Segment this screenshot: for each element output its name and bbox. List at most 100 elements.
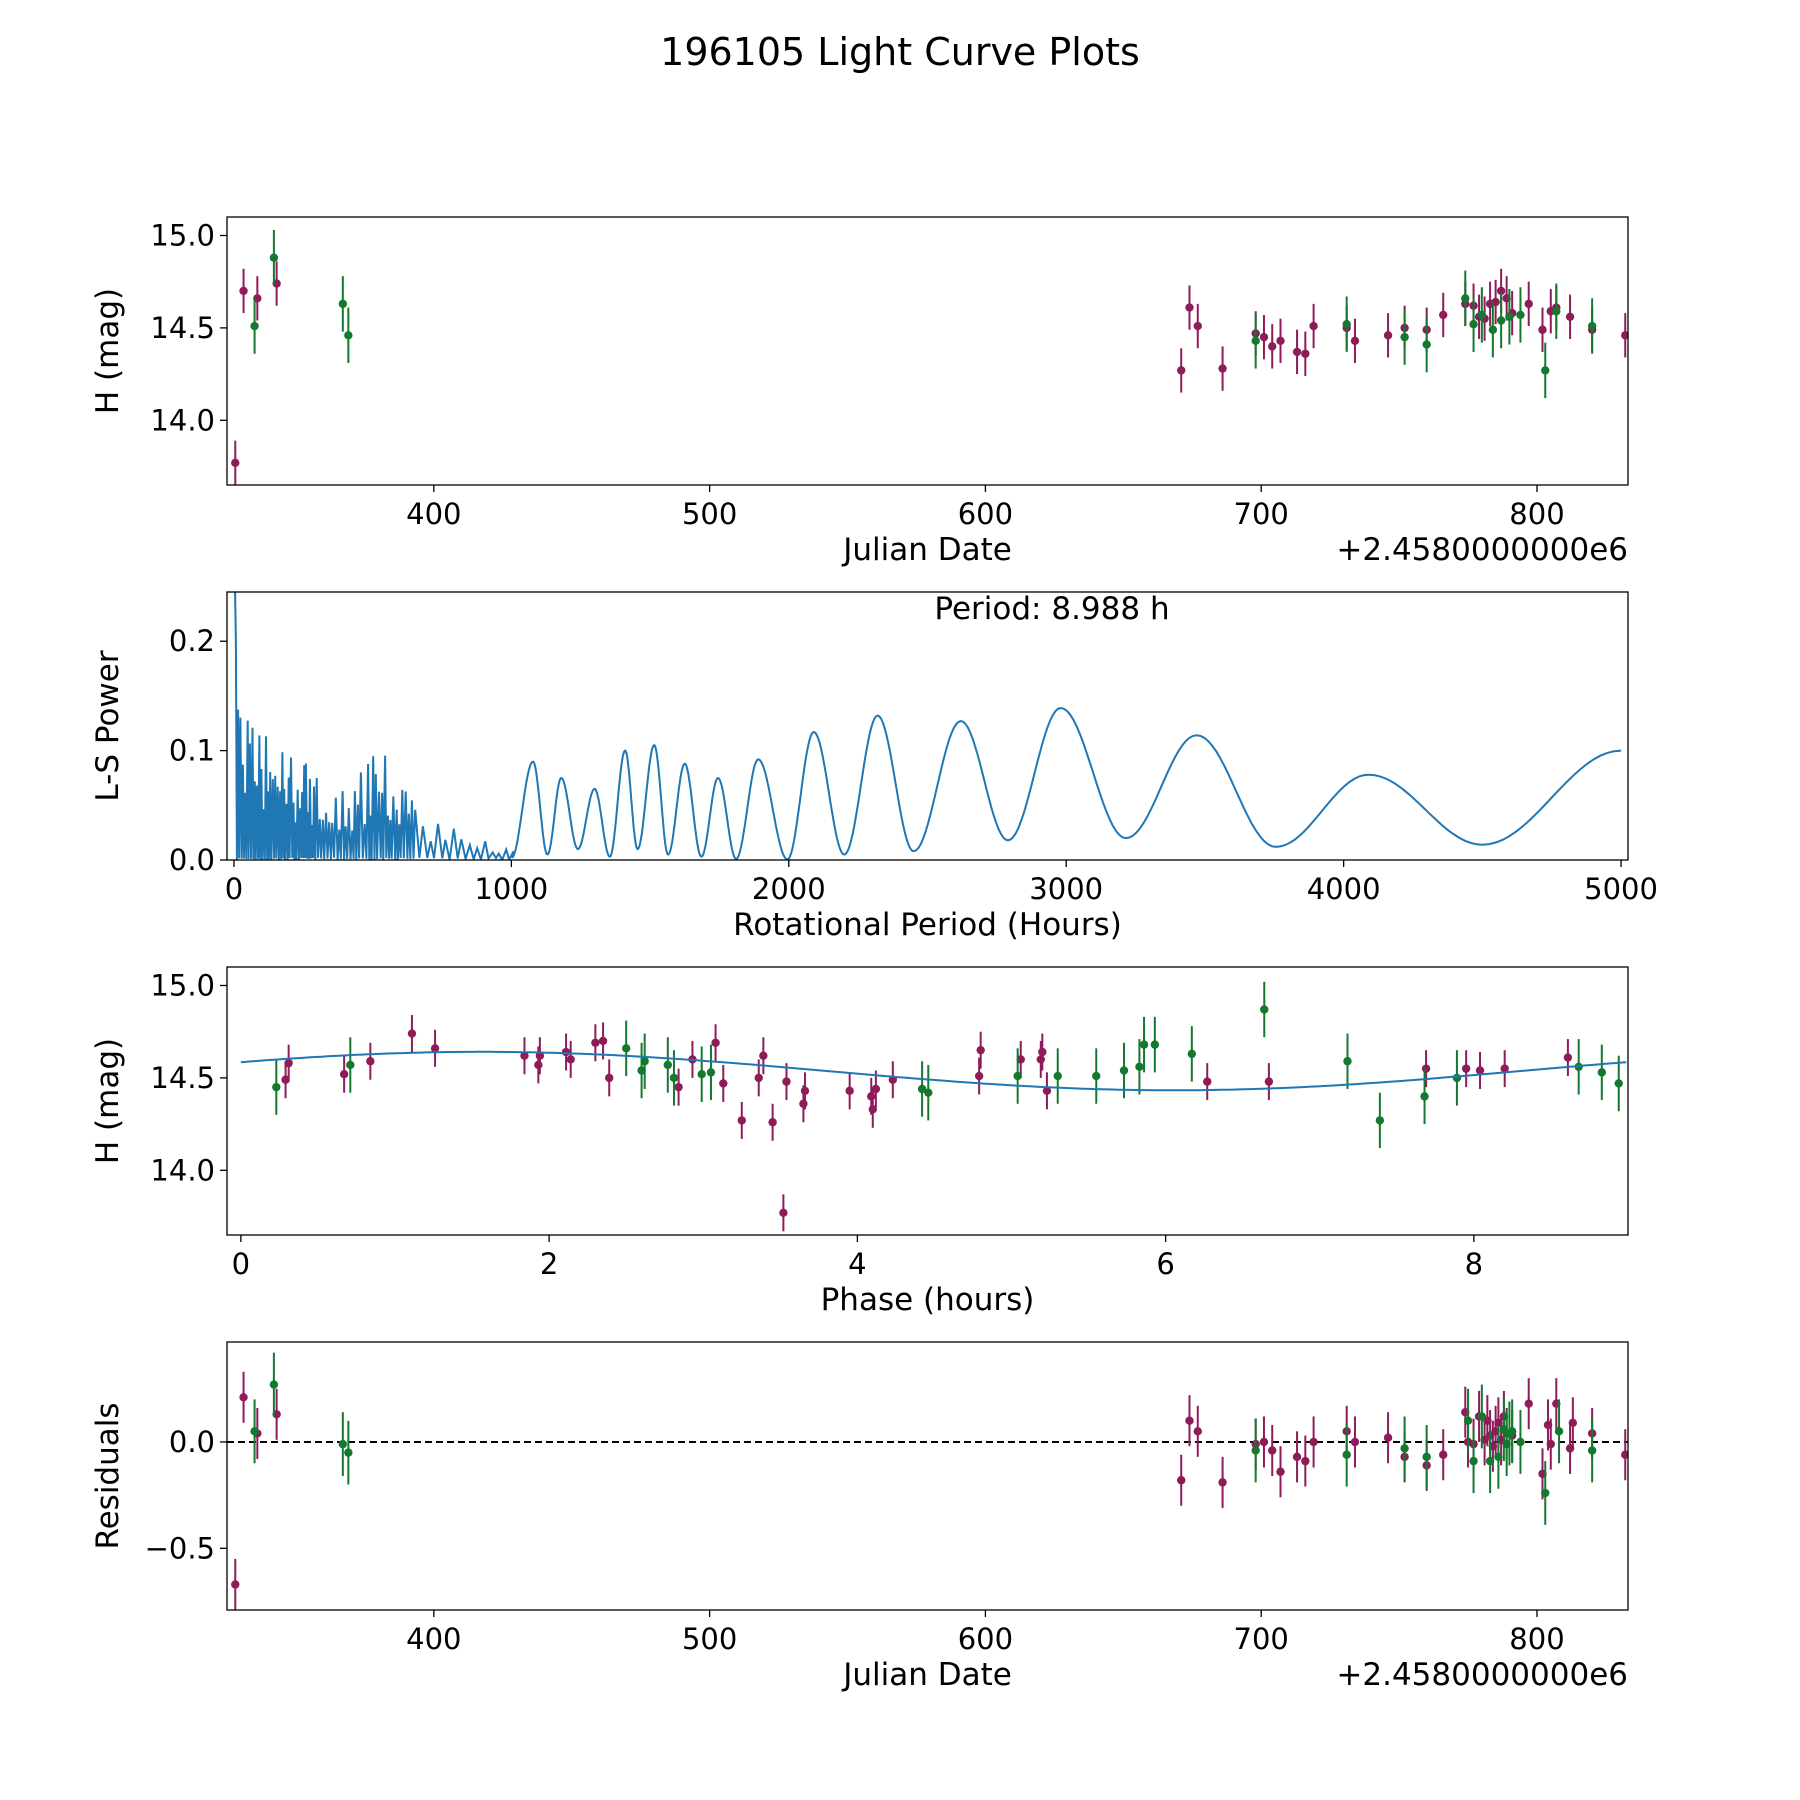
x-tick-label: 800 [1509,497,1564,531]
data-point [1452,1073,1462,1083]
data-point [598,1036,608,1046]
data-point [1565,312,1575,322]
data-point [1342,320,1351,329]
data-point [1587,321,1597,331]
data-point [799,1099,808,1108]
data-point [430,1044,440,1053]
data-point [239,1393,248,1402]
data-point [754,1073,763,1083]
x-axis-label: Julian Date [841,532,1012,568]
data-point [1439,310,1448,320]
data-point [1439,1450,1448,1459]
data-point [272,1082,281,1092]
x-tick-label: 700 [1234,1622,1289,1656]
residuals-panel: 400 500 600 700 800 −0.5 0.0 Julian Date Residua… [90,1341,1629,1693]
data-point [1422,340,1431,349]
data-point [1422,1452,1431,1462]
y-axis-label: H (mag) [90,288,126,414]
data-point [1621,331,1628,340]
data-point [1309,1437,1318,1447]
x-tick-label: 8 [1465,1247,1483,1281]
data-point [674,1082,683,1092]
data-point [663,1060,672,1070]
data-point [1469,320,1478,329]
data-point [366,1057,375,1066]
phase-folded-panel: 0 2 4 6 8 14.0 14.5 15.0 Phase (hours) H (mag) [90,966,1629,1318]
data-point [1614,1079,1623,1088]
data-point [1092,1071,1101,1081]
data-point [1524,299,1533,309]
data-point [1036,1055,1045,1064]
data-layer [231,1352,1628,1610]
x-tick-label: 0 [225,872,243,906]
data-point [269,1380,279,1389]
data-point [250,1427,259,1436]
data-point [407,1029,417,1038]
data-point [1268,342,1277,351]
data-point [1276,336,1285,346]
data-point [1342,1450,1351,1459]
light-curve-panel: 400 500 600 700 800 14.0 14.5 15.0 Julian Date H … [90,216,1629,568]
y-tick-label: 14.0 [150,403,215,437]
data-point [1383,1433,1393,1442]
data-point [1177,1476,1186,1485]
data-point [239,286,248,296]
plot-frame [226,216,1629,486]
x-tick-label: 4000 [1307,872,1381,906]
data-point [1420,1092,1429,1101]
data-point [1621,1450,1628,1459]
plot-frame [226,591,1629,861]
data-point [1516,1437,1525,1447]
data-point [1193,321,1202,331]
y-tick-label: 15.0 [150,968,215,1002]
data-point [1251,336,1260,346]
x-tick-label: 500 [682,497,737,531]
data-point [338,1439,348,1449]
period-annotation: Period: 8.988 h [934,591,1169,627]
data-point [1516,310,1525,320]
data-point [1268,1446,1277,1455]
data-point [719,1079,728,1088]
data-point [1587,1446,1597,1455]
data-point [605,1073,614,1083]
data-point [591,1038,600,1047]
data-point [779,1208,788,1218]
data-point [867,1092,876,1101]
x-tick-label: 700 [1234,497,1289,531]
data-point [1554,1427,1564,1436]
data-point [1568,1418,1578,1428]
data-point [338,299,348,309]
data-point [1524,1399,1533,1408]
x-tick-label: 0 [232,1247,250,1281]
data-point [737,1116,746,1125]
data-point [1541,366,1550,375]
data-point [344,331,353,340]
y-axis-label: H (mag) [90,1038,126,1164]
x-tick-label: 2 [540,1247,558,1281]
data-point [520,1051,529,1060]
y-axis-label: L-S Power [90,650,126,801]
y-tick-label: 0.2 [169,624,215,658]
data-point [1461,294,1470,303]
data-point [697,1070,706,1079]
data-point [1546,1439,1555,1449]
y-tick-label: 14.0 [150,1153,215,1187]
data-point [1309,321,1318,331]
data-point [800,1086,810,1096]
data-point [924,1088,933,1097]
x-tick-label: 4 [848,1247,866,1281]
x-tick-label: 5000 [1584,872,1658,906]
data-point [1496,316,1506,325]
data-point [1292,1452,1302,1462]
data-point [1260,1005,1269,1014]
data-point [1400,332,1409,342]
data-point [1563,1053,1573,1062]
data-point [1264,1077,1274,1086]
data-point [1597,1068,1606,1077]
data-point [1500,1064,1509,1073]
y-tick-label: 0.0 [169,843,215,877]
data-point [768,1118,777,1127]
data-point [621,1044,631,1053]
y-tick-label: 15.0 [150,218,215,252]
